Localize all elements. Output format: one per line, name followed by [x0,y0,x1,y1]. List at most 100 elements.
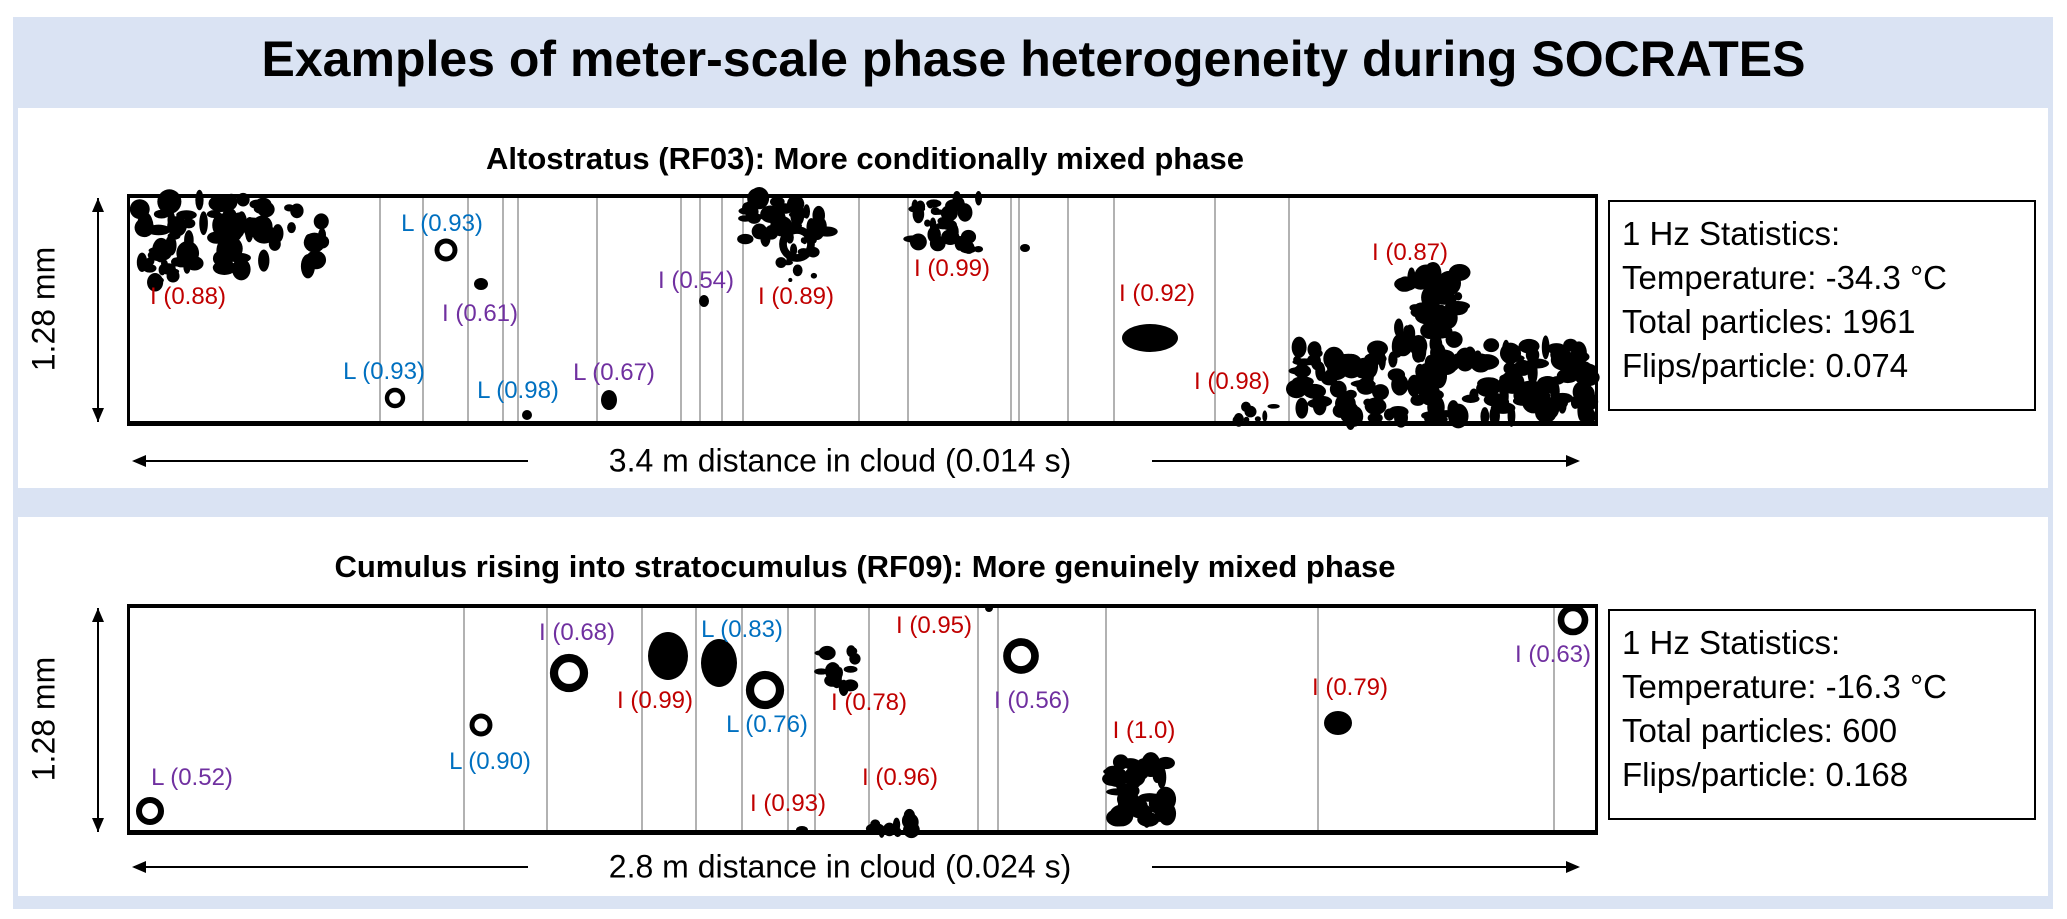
panel-1-image-strip [127,194,1598,426]
ice-particle-blob [1513,359,1532,376]
particle-blob [648,632,688,680]
ice-particle-blob [1575,386,1592,401]
ice-particle-blob [1267,403,1280,409]
stats-total-particles: Total particles: 1961 [1622,303,1916,340]
ice-particle-blob [137,212,153,238]
ice-particle-blob [165,268,180,275]
ice-particle-blob [975,191,983,206]
ice-particle-blob [1127,761,1150,781]
stats-total-particles: Total particles: 600 [1622,712,1898,749]
ice-particle-blob [1483,338,1500,353]
ice-particle-blob [1448,403,1469,429]
particle-blob [522,410,532,420]
ice-particle-blob [152,276,164,284]
ice-particle-blob [163,196,173,205]
ice-particle-blob [846,645,856,658]
ice-particle-blob [1412,346,1425,363]
ice-particle-blob [300,254,315,279]
droplet-ring [745,670,785,710]
droplet-ring [434,238,458,262]
ice-particle-blob [941,229,960,245]
ice-particle-blob [1474,354,1500,370]
particle-label: I (0.87) [1371,239,1449,266]
ice-particle-blob [1307,398,1327,409]
ice-particle-blob [1106,808,1129,827]
ice-particle-blob [1454,292,1463,301]
ice-particle-blob [182,218,196,229]
particle-blob [474,278,488,290]
ice-particle-blob [1254,416,1261,422]
particle-label: L (0.52) [151,764,233,791]
ice-particle-blob [865,823,885,835]
ice-particle-blob [1409,304,1421,312]
ice-particle-blob [1416,362,1439,388]
ice-particle-blob [221,236,243,261]
ice-particle-blob [1244,405,1257,418]
particle-label: I (0.99) [913,255,991,282]
particle-blob [1122,324,1178,352]
ice-particle-blob [287,222,296,234]
particle-label: I (0.56) [993,687,1071,714]
ice-particle-blob [236,192,250,207]
stats-flips-per-particle: Flips/particle: 0.074 [1622,347,1909,384]
droplet-ring [549,653,589,693]
ice-particle-blob [775,257,787,269]
ice-particle-blob [1499,374,1512,382]
ice-particle-blob [1291,376,1314,387]
ice-particle-blob [1364,397,1387,415]
ice-particle-blob [1550,375,1565,385]
ice-particle-blob [1541,335,1550,360]
ice-particle-blob [1324,355,1334,368]
stats-temperature: Temperature: -34.3 °C [1622,259,1948,296]
ice-particle-blob [1421,411,1441,420]
ice-particle-blob [747,188,766,209]
ice-particle-blob [1444,325,1453,339]
particle-label: L (0.67) [573,359,655,386]
particle-label: L (0.90) [449,748,531,775]
ice-particle-blob [1405,324,1416,343]
droplet-ring [1557,604,1589,636]
ice-particle-blob [1443,359,1460,372]
ice-particle-blob [929,217,937,232]
ice-particle-blob [1233,413,1244,427]
droplet-ring [1003,638,1039,674]
ice-particle-blob [206,210,222,218]
ice-particle-blob [952,191,962,206]
panel-2-subtitle: Cumulus rising into stratocumulus (RF09)… [334,549,1396,584]
stats-heading: 1 Hz Statistics: [1622,215,1841,252]
ice-particle-blob [973,245,984,253]
ice-particle-blob [1340,408,1361,424]
ice-particle-blob [1414,264,1438,289]
height-arrow-1-bottom-arrowhead [92,408,104,422]
height-arrow-1-top-arrowhead [92,198,104,212]
ice-particle-blob [837,667,843,679]
panel-1-distance-label: 3.4 m distance in cloud (0.014 s) [608,442,1072,479]
ice-particle-blob [797,248,810,256]
panel-2-image-strip [127,604,1598,835]
stats-heading: 1 Hz Statistics: [1622,624,1841,661]
ice-particle-blob [1481,377,1500,390]
ice-particle-blob [814,668,829,675]
panel-2-stats-box: 1 Hz Statistics: Temperature: -16.3 °C T… [1608,609,2036,820]
particle-label: I (1.0) [1112,717,1176,744]
figure-title: Examples of meter-scale phase heterogene… [261,31,1806,87]
ice-particle-blob [222,207,237,225]
ice-particle-blob [1295,362,1306,380]
distance-arrow-1-right-arrowhead [1566,455,1580,467]
ice-particle-blob [272,224,284,243]
height-arrow-2-top-arrowhead [92,608,104,622]
ice-particle-blob [1383,408,1395,421]
ice-particle-blob [926,200,935,209]
ice-particle-blob [806,246,820,258]
particle-label: I (0.89) [757,283,835,310]
ice-particle-blob [1292,358,1317,366]
ice-particle-blob [1441,279,1451,301]
ice-particle-blob [1469,388,1479,402]
ice-particle-blob [1303,383,1327,399]
ice-particle-blob [1525,347,1540,363]
droplet-ring [135,796,165,826]
particle-label: I (0.63) [1514,641,1592,668]
ice-particle-blob [170,257,181,267]
ice-particle-blob [1496,400,1506,414]
